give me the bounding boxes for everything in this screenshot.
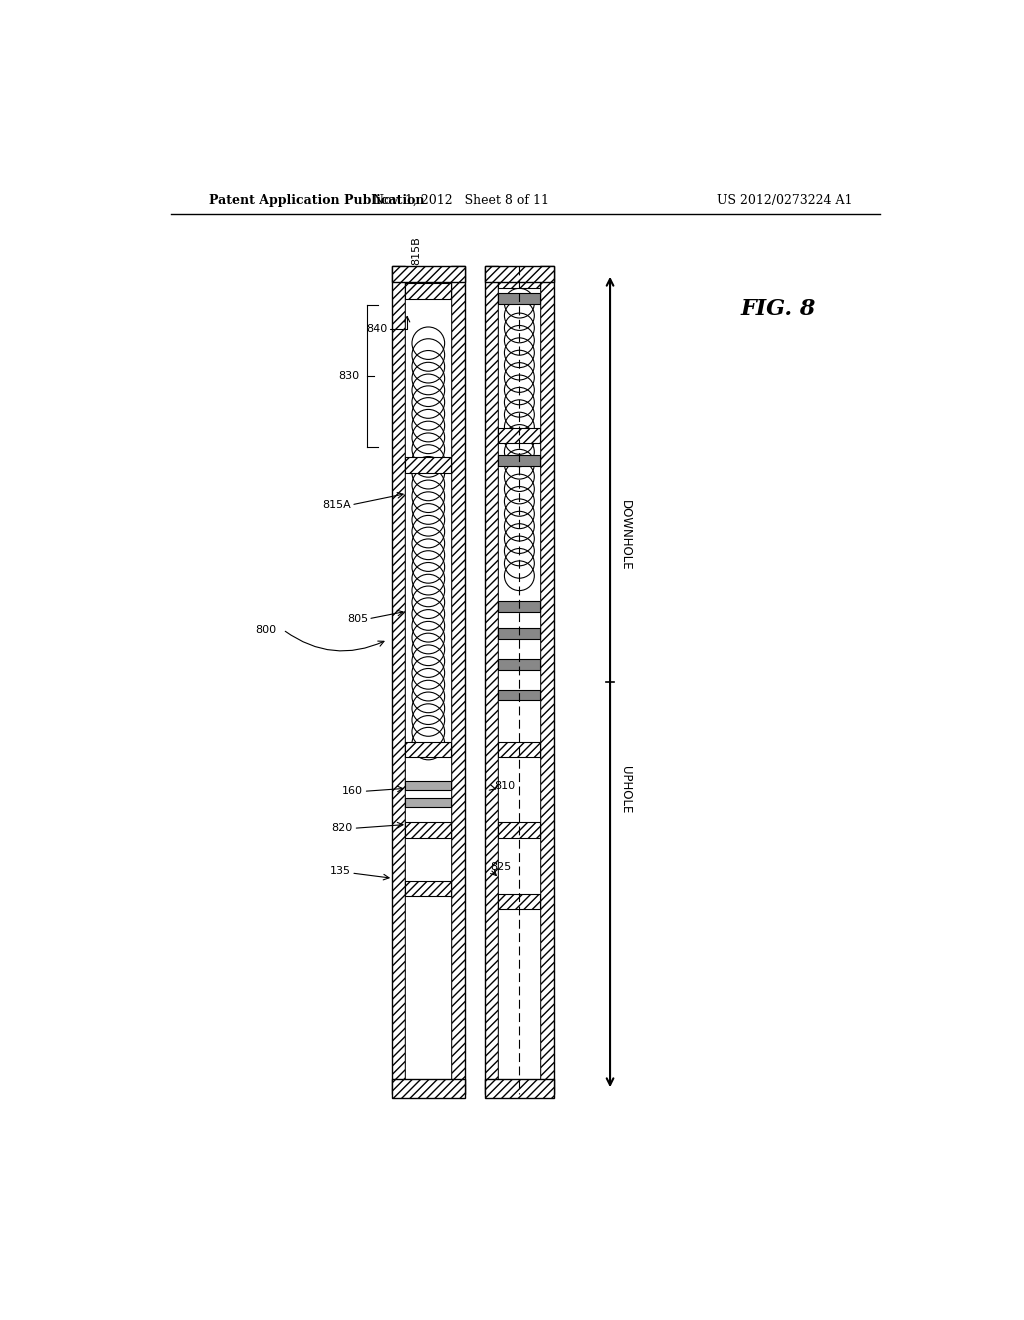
- Bar: [499, 455, 541, 466]
- Bar: [391, 1078, 465, 1098]
- Bar: [406, 284, 452, 298]
- Bar: [499, 628, 541, 639]
- Bar: [406, 457, 452, 473]
- Text: UPHOLE: UPHOLE: [620, 766, 633, 813]
- Bar: [499, 272, 541, 288]
- Bar: [406, 797, 452, 807]
- Bar: [391, 267, 465, 281]
- Text: 815A: 815A: [323, 500, 351, 510]
- Text: 820: 820: [332, 824, 352, 833]
- Bar: [406, 880, 452, 896]
- Bar: [484, 267, 554, 281]
- Bar: [499, 894, 541, 909]
- Text: US 2012/0273224 A1: US 2012/0273224 A1: [717, 194, 853, 207]
- Bar: [499, 428, 541, 444]
- Bar: [541, 267, 554, 1094]
- Text: Nov. 1, 2012   Sheet 8 of 11: Nov. 1, 2012 Sheet 8 of 11: [374, 194, 549, 207]
- Text: 160: 160: [342, 787, 362, 796]
- Bar: [484, 267, 499, 1094]
- Bar: [499, 659, 541, 669]
- Bar: [406, 742, 452, 758]
- Text: 840: 840: [367, 325, 388, 334]
- Bar: [499, 689, 541, 701]
- Text: 815B: 815B: [411, 236, 421, 264]
- Bar: [452, 267, 465, 1094]
- Text: 810: 810: [494, 781, 515, 791]
- Bar: [406, 822, 452, 837]
- Bar: [499, 742, 541, 758]
- Text: 135: 135: [330, 866, 350, 875]
- Bar: [499, 822, 541, 837]
- Bar: [391, 267, 406, 1094]
- Text: 800: 800: [256, 624, 276, 635]
- Bar: [406, 780, 452, 789]
- Text: 830: 830: [338, 371, 359, 381]
- Text: Patent Application Publication: Patent Application Publication: [209, 194, 425, 207]
- Bar: [484, 1078, 554, 1098]
- Bar: [499, 293, 541, 304]
- Text: FIG. 8: FIG. 8: [740, 297, 816, 319]
- Text: DOWNHOLE: DOWNHOLE: [620, 500, 633, 572]
- Bar: [499, 267, 541, 1094]
- Bar: [406, 267, 452, 1094]
- Bar: [499, 601, 541, 612]
- Text: 805: 805: [347, 614, 369, 624]
- Text: 825: 825: [490, 862, 512, 871]
